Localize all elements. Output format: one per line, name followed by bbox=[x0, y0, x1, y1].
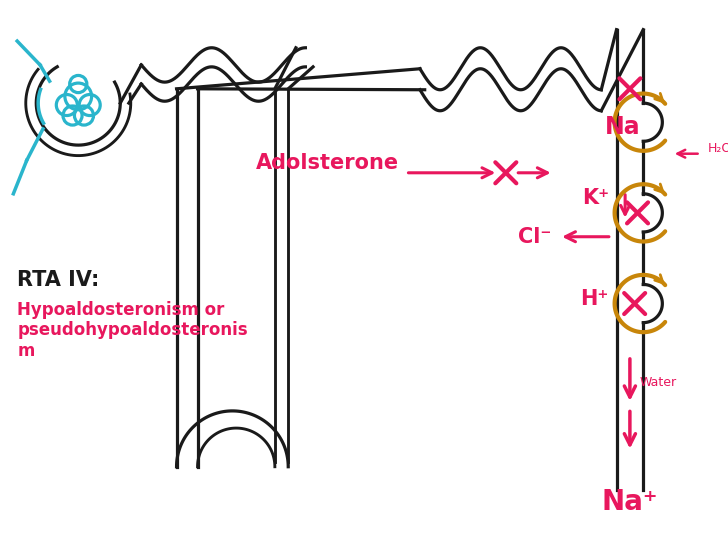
Text: Na⁺: Na⁺ bbox=[601, 488, 658, 516]
Text: H₂O: H₂O bbox=[708, 143, 728, 156]
Text: Cl⁻: Cl⁻ bbox=[518, 227, 552, 247]
Text: H⁺: H⁺ bbox=[580, 289, 609, 309]
Text: Hypoaldosteronism or
pseudohypoaldosteronis
m: Hypoaldosteronism or pseudohypoaldostero… bbox=[17, 301, 248, 360]
Text: RTA IV:: RTA IV: bbox=[17, 270, 100, 290]
Text: K⁺: K⁺ bbox=[582, 188, 609, 207]
Text: Water: Water bbox=[639, 376, 676, 389]
Text: Adolsterone: Adolsterone bbox=[256, 153, 399, 173]
Text: Na: Na bbox=[604, 115, 640, 139]
